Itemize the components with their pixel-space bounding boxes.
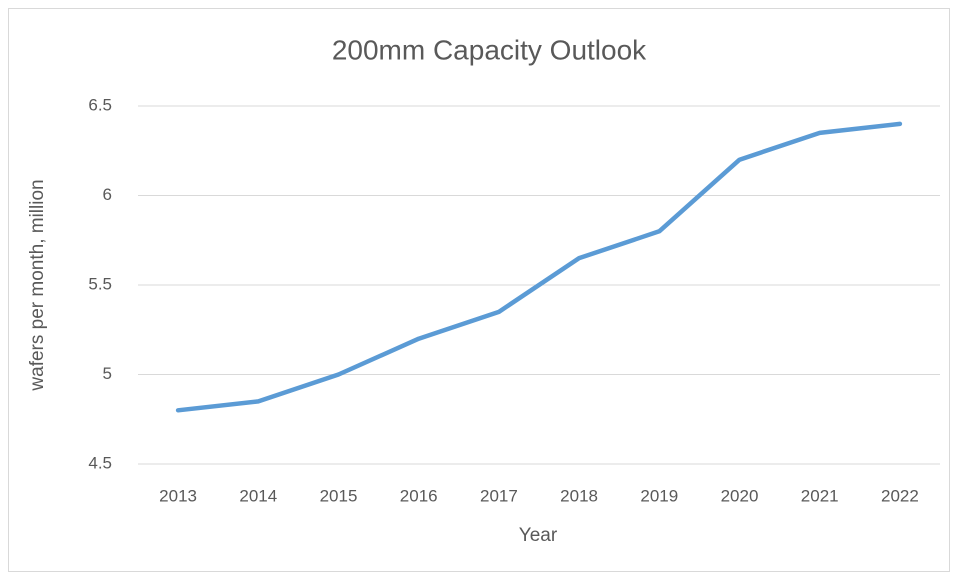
y-tick-label: 6.5 — [88, 95, 112, 114]
data-line — [175, 121, 903, 413]
x-axis-label: Year — [519, 525, 558, 546]
x-tick-label: 2022 — [881, 486, 919, 505]
x-tick-label: 2017 — [480, 486, 518, 505]
x-tick-label: 2021 — [801, 486, 839, 505]
chart-title: 200mm Capacity Outlook — [332, 34, 647, 65]
x-tick-label: 2019 — [640, 486, 678, 505]
x-tick-label: 2013 — [159, 486, 197, 505]
x-tick-label: 2014 — [239, 486, 277, 505]
y-tick-label: 4.5 — [88, 453, 112, 472]
x-tick-label: 2015 — [320, 486, 358, 505]
y-tick-label: 5 — [103, 364, 112, 383]
x-tick-label: 2016 — [400, 486, 438, 505]
y-tick-label: 5.5 — [88, 274, 112, 293]
x-tick-label: 2018 — [560, 486, 598, 505]
y-axis-label: wafers per month, million — [27, 179, 48, 391]
x-tick-label: 2020 — [721, 486, 759, 505]
chart-border — [8, 8, 950, 572]
y-tick-label: 6 — [103, 185, 112, 204]
